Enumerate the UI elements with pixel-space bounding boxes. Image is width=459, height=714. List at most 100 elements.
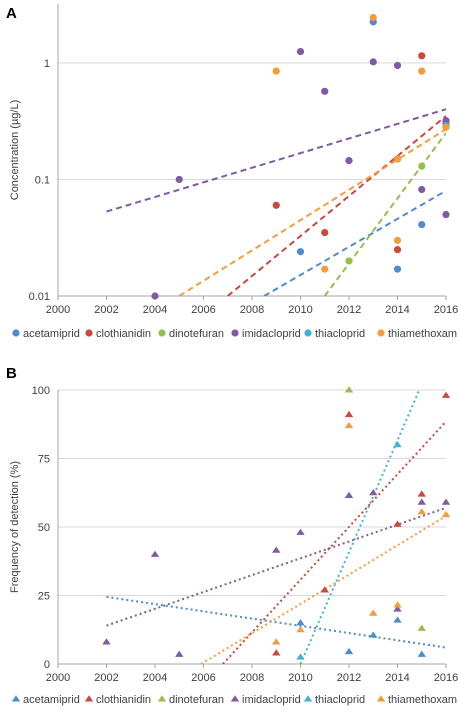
point-imidacloprid xyxy=(369,58,377,66)
legend: acetamiprid clothianidin dinotefuran imidac… xyxy=(11,694,457,706)
panel-label: B xyxy=(6,365,17,382)
x-tick-label: 2012 xyxy=(337,304,361,316)
trendline-clothianidin xyxy=(222,420,446,664)
x-tick-label: 2016 xyxy=(434,304,458,316)
point-imidacloprid xyxy=(175,650,184,657)
x-tick-label: 2002 xyxy=(94,672,118,684)
legend-label-acetamiprid: acetamiprid xyxy=(23,694,80,706)
x-tick-label: 2012 xyxy=(337,672,361,684)
legend-label-thiamethoxam: thiamethoxam xyxy=(388,328,457,340)
trendline-dinotefuran xyxy=(323,132,446,296)
legend-label-thiamethoxam: thiamethoxam xyxy=(388,694,457,706)
legend-marker-clothianidin xyxy=(85,329,93,337)
legend-label-thiacloprid: thiacloprid xyxy=(315,328,365,340)
y-tick-label: 0.01 xyxy=(29,291,50,303)
point-thiamethoxam xyxy=(442,123,450,131)
point-thiacloprid xyxy=(393,441,402,448)
x-tick-label: 2006 xyxy=(191,304,215,316)
point-clothianidin xyxy=(417,490,426,497)
legend-label-dinotefuran: dinotefuran xyxy=(169,328,224,340)
point-imidacloprid xyxy=(151,292,159,300)
point-thiamethoxam xyxy=(369,13,377,22)
x-tick-label: 2006 xyxy=(191,672,215,684)
x-tick-label: 2008 xyxy=(240,672,264,684)
point-thiamethoxam xyxy=(296,625,305,633)
legend-label-clothianidin: clothianidin xyxy=(96,694,151,706)
y-tick-label: 25 xyxy=(38,591,50,603)
y-tick-label: 100 xyxy=(32,385,50,397)
x-tick-label: 2016 xyxy=(434,672,458,684)
y-axis-title: Concentration (µg/L) xyxy=(9,100,21,201)
x-tick-label: 2002 xyxy=(94,304,118,316)
point-imidacloprid xyxy=(344,491,354,498)
point-acetamiprid xyxy=(393,265,402,273)
legend-label-imidacloprid: imidacloprid xyxy=(242,328,301,340)
trendline-clothianidin xyxy=(227,115,446,296)
point-thiamethoxam xyxy=(272,67,280,75)
panel-label: A xyxy=(6,5,17,22)
legend-marker-dinotefuran xyxy=(157,695,167,702)
point-imidacloprid xyxy=(441,498,451,505)
point-clothianidin xyxy=(441,391,451,398)
point-imidacloprid xyxy=(321,87,329,95)
point-dinotefuran xyxy=(344,386,354,393)
point-acetamiprid xyxy=(417,650,426,657)
point-imidacloprid xyxy=(296,528,305,535)
legend-label-acetamiprid: acetamiprid xyxy=(23,328,80,340)
legend-marker-clothianidin xyxy=(84,695,94,702)
point-thiamethoxam xyxy=(369,609,378,616)
point-clothianidin xyxy=(418,52,426,60)
point-acetamiprid xyxy=(344,647,354,655)
legend-label-imidacloprid: imidacloprid xyxy=(242,694,301,706)
panel-b: B 0 25 50 75 100 2000 2002 2004 2006 2008 2010 2012 2… xyxy=(6,365,458,706)
legend-marker-acetamiprid xyxy=(11,695,21,702)
x-tick-label: 2004 xyxy=(143,672,167,684)
point-thiamethoxam xyxy=(344,421,354,429)
trendline-imidacloprid xyxy=(106,108,446,213)
point-thiamethoxam xyxy=(272,638,281,645)
point-dinotefuran xyxy=(417,624,426,631)
point-imidacloprid xyxy=(393,605,402,612)
point-thiamethoxam xyxy=(393,236,402,244)
point-clothianidin xyxy=(320,586,329,593)
point-acetamiprid xyxy=(369,631,378,638)
x-tick-label: 2014 xyxy=(385,304,409,316)
point-thiamethoxam xyxy=(393,601,402,608)
legend-marker-thiacloprid xyxy=(304,329,312,337)
legend-marker-imidacloprid xyxy=(231,329,239,337)
x-tick-label: 2010 xyxy=(288,304,312,316)
point-clothianidin xyxy=(321,228,329,237)
point-acetamiprid xyxy=(296,619,305,626)
legend-label-clothianidin: clothianidin xyxy=(96,328,151,340)
point-thiamethoxam xyxy=(418,67,426,75)
legend-label-thiacloprid: thiacloprid xyxy=(315,694,365,706)
point-imidacloprid xyxy=(150,550,160,557)
point-imidacloprid xyxy=(345,157,353,165)
point-dinotefuran xyxy=(345,257,353,265)
point-clothianidin xyxy=(393,520,402,527)
point-acetamiprid xyxy=(418,220,426,229)
point-dinotefuran xyxy=(418,162,426,170)
point-clothianidin xyxy=(272,649,281,656)
point-thiacloprid xyxy=(296,653,305,660)
x-tick-label: 2004 xyxy=(143,304,167,316)
legend-marker-imidacloprid xyxy=(230,695,240,702)
y-tick-label: 0 xyxy=(44,659,50,671)
point-imidacloprid xyxy=(417,498,426,505)
point-acetamiprid xyxy=(296,248,305,256)
legend-label-dinotefuran: dinotefuran xyxy=(169,694,224,706)
legend-marker-thiamethoxam xyxy=(377,329,385,337)
legend-marker-thiamethoxam xyxy=(376,695,386,702)
y-tick-label: 50 xyxy=(38,522,50,534)
point-imidacloprid xyxy=(369,488,378,496)
legend: acetamiprid clothianidin dinotefuran imidac… xyxy=(12,328,457,340)
point-thiamethoxam xyxy=(441,510,451,518)
y-axis-title: Frequency of detection (%) xyxy=(9,461,21,593)
trendline-thiamethoxam xyxy=(178,128,446,296)
point-acetamiprid xyxy=(393,616,402,623)
point-clothianidin xyxy=(344,410,354,418)
point-clothianidin xyxy=(393,246,402,254)
x-tick-label: 2000 xyxy=(46,672,70,684)
trendline-acetamiprid xyxy=(263,189,446,296)
